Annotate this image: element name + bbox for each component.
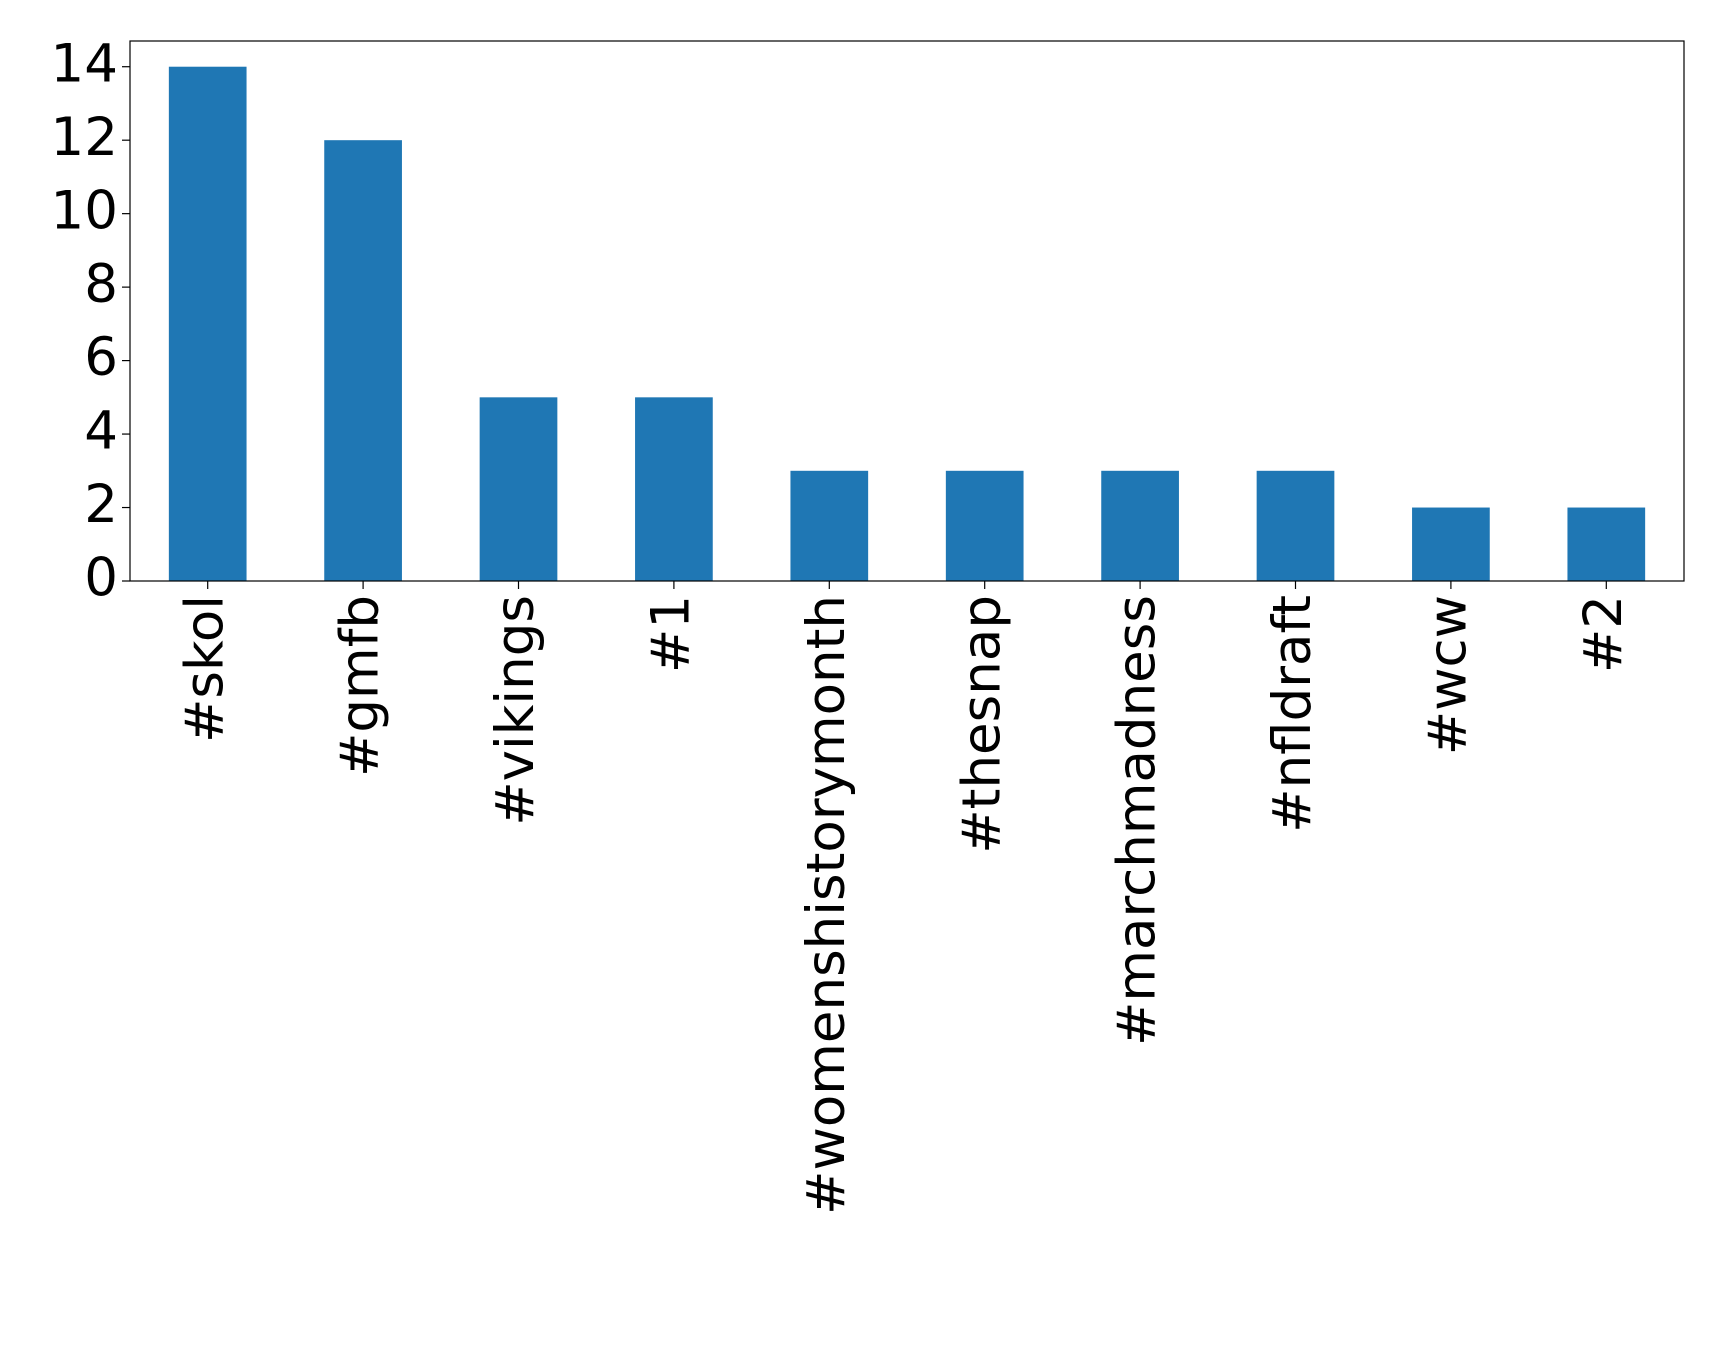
bar [1567, 507, 1646, 581]
x-tick-label: #vikings [485, 595, 546, 826]
x-tick-label: #2 [1573, 595, 1634, 673]
bar [168, 66, 247, 581]
bar [945, 470, 1024, 581]
bar [1412, 507, 1490, 581]
y-tick-label: 8 [84, 254, 118, 315]
y-tick-label: 0 [84, 548, 118, 609]
x-tick-label: #gmfb [330, 595, 391, 777]
bar [790, 470, 869, 581]
y-tick-label: 4 [84, 401, 118, 462]
x-tick-label: #marchmadness [1107, 595, 1168, 1046]
y-tick-label: 2 [84, 474, 118, 535]
bar [1256, 470, 1335, 581]
x-tick-label: #skol [174, 595, 235, 743]
y-tick-label: 6 [84, 327, 118, 388]
bar [479, 397, 558, 581]
y-tick-label: 14 [51, 33, 118, 94]
x-tick-label: #nfldraft [1262, 595, 1323, 833]
y-tick-label: 12 [51, 107, 118, 168]
y-tick-label: 10 [51, 180, 118, 241]
plot-frame [129, 40, 1685, 582]
x-tick-label: #wcw [1418, 595, 1479, 755]
bar [635, 397, 713, 581]
bar [1101, 470, 1179, 581]
x-tick-label: #1 [641, 595, 702, 673]
bar [324, 140, 402, 582]
x-tick-label: #womenshistorymonth [796, 595, 857, 1215]
x-tick-label: #thesnap [951, 595, 1012, 854]
